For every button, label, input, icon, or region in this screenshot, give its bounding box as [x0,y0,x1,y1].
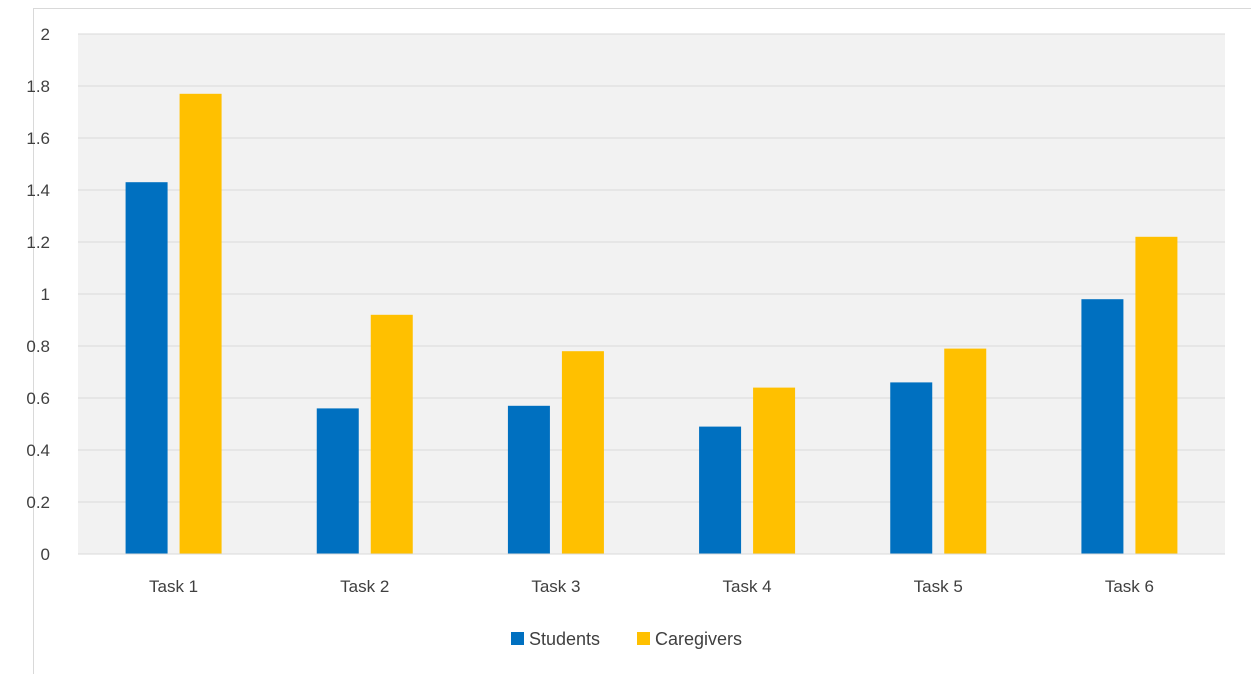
bar-students-task-6 [1081,299,1124,554]
bar-students-task-3 [507,405,550,554]
bar-caregivers-task-2 [370,314,413,554]
y-tick-label: 0.8 [26,337,50,356]
x-tick-label: Task 5 [914,577,963,596]
x-tick-label: Task 3 [531,577,580,596]
y-tick-label: 0.6 [26,389,50,408]
y-tick-label: 0 [41,545,50,564]
legend-swatch-caregivers [637,632,650,645]
legend-swatch-students [511,632,524,645]
bar-students-task-2 [316,408,359,554]
bar-students-task-5 [890,382,933,554]
y-tick-label: 1.8 [26,77,50,96]
y-axis-ticks: 0 0.2 0.4 0.6 0.8 1 1.2 1.4 1.6 1.8 2 [26,25,50,564]
bar-students-task-4 [699,426,742,554]
y-tick-label: 1.2 [26,233,50,252]
bar-caregivers-task-6 [1135,236,1178,555]
y-tick-label: 0.4 [26,441,50,460]
bars [125,93,1178,555]
bar-caregivers-task-1 [179,93,222,555]
x-tick-label: Task 6 [1105,577,1154,596]
legend-label-caregivers: Caregivers [655,629,742,649]
bar-caregivers-task-3 [561,351,604,554]
y-tick-label: 1 [41,285,50,304]
x-axis-ticks: Task 1 Task 2 Task 3 Task 4 Task 5 Task 6 [149,577,1154,596]
x-tick-label: Task 2 [340,577,389,596]
y-tick-label: 1.4 [26,181,50,200]
bar-caregivers-task-4 [753,387,796,554]
y-tick-label: 1.6 [26,129,50,148]
legend-label-students: Students [529,629,600,649]
x-tick-label: Task 1 [149,577,198,596]
y-tick-label: 0.2 [26,493,50,512]
y-tick-label: 2 [41,25,50,44]
bar-caregivers-task-5 [944,348,987,554]
gridlines [78,33,1225,503]
bar-students-task-1 [125,182,168,554]
x-tick-label: Task 4 [723,577,772,596]
legend: Students Caregivers [511,629,742,649]
